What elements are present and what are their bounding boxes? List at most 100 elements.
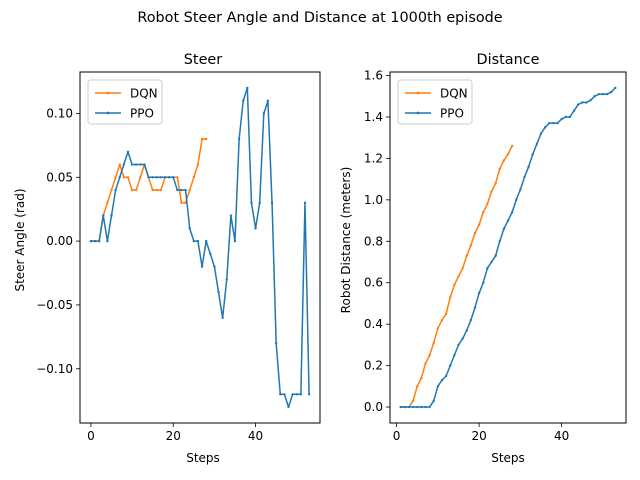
steer-dqn-point [204, 137, 208, 141]
steer-ppo-point [299, 393, 303, 396]
distance-ppo-point [424, 405, 427, 409]
distance-ppo-point [473, 306, 477, 309]
distance-ppo-point [601, 92, 605, 96]
distance-ppo-point [560, 117, 563, 121]
steer-ppo-point [163, 176, 167, 179]
steer-ppo-point [287, 405, 290, 409]
distance-ytick-label: 0.0 [364, 400, 383, 414]
distance-dqn-point [490, 190, 493, 193]
distance-ppo-point [510, 211, 514, 214]
distance-dqn-point [436, 327, 440, 330]
steer-ppo-point [258, 201, 261, 205]
distance-axes-frame [389, 71, 627, 424]
steer-ppo-point [246, 86, 249, 90]
steer-ytick-label: 0.10 [46, 106, 73, 120]
distance-dqn-point [482, 211, 485, 214]
steer-ytick-label: −0.05 [36, 298, 73, 312]
distance-ytick-label: 0.2 [364, 359, 383, 373]
distance-ppo-point [436, 385, 440, 388]
steer-ppo-point [307, 393, 311, 396]
distance-ppo-point [477, 291, 481, 295]
distance-dqn-point [494, 182, 497, 185]
distance-dqn-point [444, 312, 448, 316]
steer-ppo-point [155, 176, 158, 179]
steer-dqn-point [134, 188, 138, 192]
steer-dqn-point [176, 176, 179, 179]
distance-ytick-label: 1.0 [364, 193, 383, 207]
distance-ppo-point [535, 142, 539, 146]
steer-dqn-point [126, 176, 130, 179]
distance-title: Distance [477, 52, 540, 68]
distance-ppo-point [407, 405, 411, 409]
distance-ppo-point [486, 267, 489, 270]
distance-dqn-point [477, 223, 481, 226]
steer-ppo-point [303, 201, 307, 205]
steer-dqn-point [110, 188, 113, 192]
distance-dqn-point [498, 167, 501, 170]
steer-ppo-point [151, 176, 154, 179]
steer-xtick-label: 0 [87, 429, 95, 443]
steer-ppo-point [139, 163, 142, 166]
steer-ppo-point [167, 176, 171, 179]
distance-ppo-point [432, 399, 435, 403]
distance-ppo-point [490, 260, 493, 264]
steer-axes-frame [79, 71, 321, 424]
distance-dqn-point [440, 318, 444, 322]
steer-dqn-point [106, 201, 109, 205]
distance-ppo-point [572, 109, 576, 112]
distance-legend-dqn-label: DQN [440, 87, 468, 101]
steer-ppo-point [266, 99, 270, 102]
distance-ppo-point [457, 343, 460, 347]
distance-ppo-point [585, 101, 588, 104]
distance-ppo-point [539, 132, 543, 135]
steer-ppo-point [102, 214, 105, 217]
distance-ppo-point [568, 115, 572, 119]
steer-ppo-point [126, 150, 130, 153]
steer-legend-dqn-marker [106, 91, 110, 95]
distance-xlabel: Steps [491, 451, 525, 465]
distance-ppo-point [399, 405, 402, 409]
steer-ytick-label: −0.10 [36, 362, 73, 376]
steer-dqn-point [122, 176, 126, 179]
steer-ppo-point [221, 316, 224, 319]
steer-ppo-point [114, 188, 117, 192]
distance-ylabel: Robot Distance (meters) [339, 167, 353, 314]
distance-ppo-point [449, 364, 452, 367]
steer-ppo-point [89, 239, 93, 243]
distance-dqn-point [502, 159, 506, 162]
distance-ppo-point [527, 165, 530, 168]
steer-legend-ppo-marker [106, 111, 110, 115]
distance-ppo-point [420, 405, 423, 409]
steer-dqn-point [196, 163, 200, 166]
steer-ppo-point [188, 227, 191, 230]
figure-suptitle: Robot Steer Angle and Distance at 1000th… [137, 10, 502, 26]
distance-ytick-label: 0.6 [364, 276, 383, 290]
distance-dqn-point [449, 296, 452, 299]
steer-ppo-point [134, 163, 138, 166]
steer-ppo-point [295, 393, 298, 396]
distance-ytick-label: 0.8 [364, 234, 383, 248]
distance-dqn-point [453, 283, 456, 286]
distance-ppo-point [543, 126, 547, 129]
distance-dqn-point [486, 202, 489, 206]
steer-ppo-point [209, 252, 212, 256]
steer-ppo-point [110, 214, 113, 217]
distance-dqn-point [473, 231, 477, 235]
steer-ppo-point [93, 239, 97, 243]
steer-dqn-point [180, 201, 183, 205]
steer-ytick-label: 0.00 [46, 234, 73, 248]
steer-ppo-point [176, 188, 179, 192]
distance-ppo-point [564, 115, 567, 119]
steer-ticks: 0 20 40 −0.10 −0.05 0.00 0.05 0.10 [36, 106, 263, 443]
steer-legend: DQN PPO [87, 79, 163, 125]
steer-ppo-point [217, 290, 220, 294]
distance-ppo-point [576, 103, 580, 106]
steer-ppo-point [106, 239, 109, 243]
steer-ppo-point [200, 265, 204, 268]
distance-ppo-point [428, 405, 431, 409]
distance-ppo-point [605, 92, 609, 96]
distance-legend: DQN PPO [397, 79, 473, 125]
distance-ytick-label: 1.2 [364, 151, 383, 165]
steer-ppo-point [147, 176, 150, 179]
